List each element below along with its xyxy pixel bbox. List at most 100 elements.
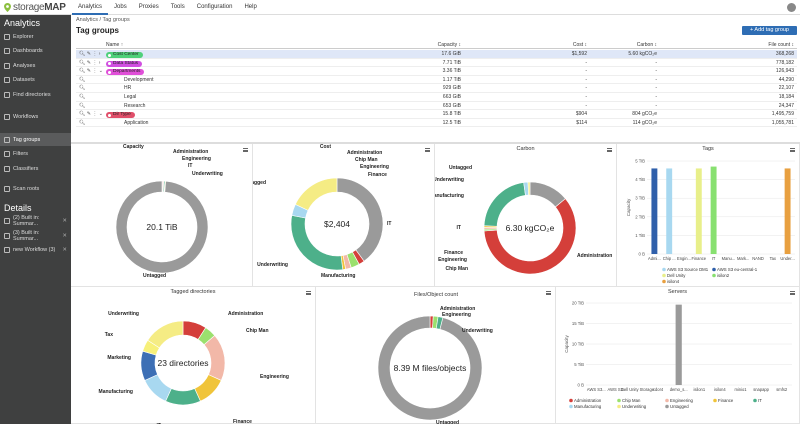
sidebar-item-dashboards[interactable]: Dashboards xyxy=(0,45,71,58)
tag-badge[interactable]: Data Status xyxy=(106,60,143,67)
bar[interactable] xyxy=(675,304,682,385)
menu-icon[interactable] xyxy=(243,148,248,152)
details-item[interactable]: new Workflow (3) ✕ xyxy=(0,244,71,257)
legend-item[interactable]: Chip Man xyxy=(622,398,641,403)
row-action-icons[interactable]: 🔍︎ ✎ ⋮ ⌄ xyxy=(79,68,103,75)
details-item[interactable]: (2) Built in: Summar... ✕ xyxy=(0,215,71,228)
donut-slice[interactable] xyxy=(527,181,531,196)
legend-item[interactable]: AWS S3 Source DM1 xyxy=(667,267,709,272)
legend-item[interactable]: isilon2 xyxy=(717,273,730,278)
legend-item[interactable]: Underwriting xyxy=(622,404,647,409)
menu-jobs[interactable]: Jobs xyxy=(114,3,127,10)
donut-slice[interactable] xyxy=(147,320,184,349)
x-tick-label: AWS S3... xyxy=(587,387,606,392)
sidebar-item-datasets[interactable]: Datasets xyxy=(0,74,71,87)
tag-badge[interactable]: Dir Type xyxy=(106,112,135,119)
legend-item[interactable]: IT xyxy=(758,398,762,403)
donut-label: Marketing xyxy=(107,355,131,361)
workflow-icon xyxy=(4,247,10,253)
col-capacity[interactable]: Capacity ↕ xyxy=(437,42,461,48)
menu-analytics[interactable]: Analytics xyxy=(72,0,109,15)
table-row[interactable]: 🔍︎ ✎ ⋮ › Data Status 7.71 TiB - - 778,182 xyxy=(76,59,797,68)
legend-item[interactable]: Untagged xyxy=(670,404,689,409)
bar[interactable] xyxy=(710,166,717,254)
close-icon[interactable]: ✕ xyxy=(62,218,67,224)
col-name[interactable]: Name ↑ xyxy=(106,42,124,48)
add-tag-group-button[interactable]: + Add tag group xyxy=(742,26,797,35)
sidebar-item-classifiers[interactable]: Classifiers xyxy=(0,162,71,175)
donut-slice[interactable] xyxy=(294,177,338,211)
sidebar-item-explorer[interactable]: Explorer xyxy=(0,30,71,43)
row-action-icons[interactable]: 🔍︎ xyxy=(79,85,86,92)
menu-icon[interactable] xyxy=(425,148,430,152)
donut-label: Untagged xyxy=(143,273,166,279)
row-action-icons[interactable]: 🔍︎ xyxy=(79,119,86,126)
legend-swatch xyxy=(665,404,669,409)
donut-slice[interactable] xyxy=(483,182,526,227)
bar[interactable] xyxy=(666,168,673,254)
donut-slice[interactable] xyxy=(483,198,577,275)
donut-label: Untagged xyxy=(253,180,266,186)
row-action-icons[interactable]: 🔍︎ xyxy=(79,102,86,109)
breadcrumb[interactable]: Analytics / Tag groups xyxy=(76,17,130,23)
menu-proxies[interactable]: Proxies xyxy=(138,3,159,10)
close-icon[interactable]: ✕ xyxy=(62,232,67,239)
menu-icon[interactable] xyxy=(790,291,795,295)
table-row[interactable]: 🔍︎ ✎ ⋮ ⌄ Dir Type 15.8 TiB $904 804 gCO₂e 1,4… xyxy=(76,110,797,119)
donut-slice[interactable] xyxy=(115,180,209,274)
row-action-icons[interactable]: 🔍︎ ✎ ⋮ › xyxy=(79,59,101,66)
analysis-icon xyxy=(4,218,10,224)
main-content: Analytics / Tag groups Tag groups + Add … xyxy=(71,15,800,424)
col-filecount[interactable]: File count ↕ xyxy=(768,42,794,48)
menu-icon[interactable] xyxy=(546,291,551,295)
legend-item[interactable]: Manufacturing xyxy=(574,404,602,409)
sidebar-item-filters[interactable]: Filters xyxy=(0,148,71,161)
table-row[interactable]: 🔍︎ Research 653 GiB - - 24,347 xyxy=(76,102,797,111)
row-action-icons[interactable]: 🔍︎ xyxy=(79,93,86,100)
splitter[interactable] xyxy=(71,142,800,144)
legend-item[interactable]: isilon4 xyxy=(667,279,680,284)
menu-icon[interactable] xyxy=(306,291,311,295)
menu-help[interactable]: Help xyxy=(244,3,257,10)
legend-item[interactable]: Engineering xyxy=(670,398,694,403)
details-item[interactable]: (3) Built in: Summar... ✕ xyxy=(0,229,71,242)
donut-slice[interactable] xyxy=(377,315,483,421)
menu-configuration[interactable]: Configuration xyxy=(196,3,233,10)
sidebar-item-scan-roots[interactable]: Scan roots xyxy=(0,183,71,196)
close-icon[interactable]: ✕ xyxy=(62,247,67,253)
bar[interactable] xyxy=(695,168,702,254)
logo[interactable]: storage MAP xyxy=(0,2,72,13)
row-action-icons[interactable]: 🔍︎ ✎ ⋮ › xyxy=(79,51,101,57)
table-row[interactable]: 🔍︎ HR 929 GiB - - 22,107 xyxy=(76,84,797,93)
user-avatar-icon[interactable] xyxy=(787,3,796,12)
legend-swatch xyxy=(662,279,666,284)
col-carbon[interactable]: Carbon ↕ xyxy=(636,42,657,48)
menu-icon[interactable] xyxy=(790,148,795,152)
legend-item[interactable]: Finance xyxy=(718,398,734,403)
donut-slice[interactable] xyxy=(165,388,201,406)
menu-tools[interactable]: Tools xyxy=(170,3,185,10)
bar[interactable] xyxy=(784,168,791,254)
sidebar-item-find-directories[interactable]: Find directories xyxy=(0,88,71,101)
row-action-icons[interactable]: 🔍︎ xyxy=(79,76,86,83)
col-cost[interactable]: Cost ↕ xyxy=(572,42,587,48)
donut-label: Chip Man xyxy=(446,266,469,272)
donut-label: IT xyxy=(387,221,391,227)
tag-badge[interactable]: Cost Center xyxy=(106,52,143,58)
sidebar-item-analyses[interactable]: Analyses xyxy=(0,59,71,72)
menu-icon[interactable] xyxy=(607,148,612,152)
legend-item[interactable]: AWS S3 eu-central-1 xyxy=(717,267,758,272)
sidebar-item-tag-groups[interactable]: Tag groups xyxy=(0,133,71,146)
bar[interactable] xyxy=(651,168,658,254)
legend-item[interactable]: Dell Unity xyxy=(667,273,686,278)
table-row[interactable]: 🔍︎ Legal 663 GiB - - 18,184 xyxy=(76,93,797,102)
table-row[interactable]: 🔍︎ ✎ ⋮ › Cost Center 17.6 GiB $1,592 5.60 kg… xyxy=(76,50,797,59)
legend-item[interactable]: Administration xyxy=(574,398,602,403)
row-action-icons[interactable]: 🔍︎ ✎ ⋮ ⌄ xyxy=(79,111,103,118)
donut-slice[interactable] xyxy=(140,350,158,381)
sidebar-item-workflows[interactable]: Workflows xyxy=(0,111,71,124)
table-row[interactable]: 🔍︎ ✎ ⋮ ⌄ Departments 3.36 TiB - - 126,943 xyxy=(76,67,797,76)
table-row[interactable]: 🔍︎ Development 1.17 TiB - - 44,290 xyxy=(76,76,797,85)
table-row[interactable]: 🔍︎ Application 12.5 TiB $114 114 gCO₂e 1,055,… xyxy=(76,119,797,128)
tag-badge[interactable]: Departments xyxy=(106,69,145,76)
